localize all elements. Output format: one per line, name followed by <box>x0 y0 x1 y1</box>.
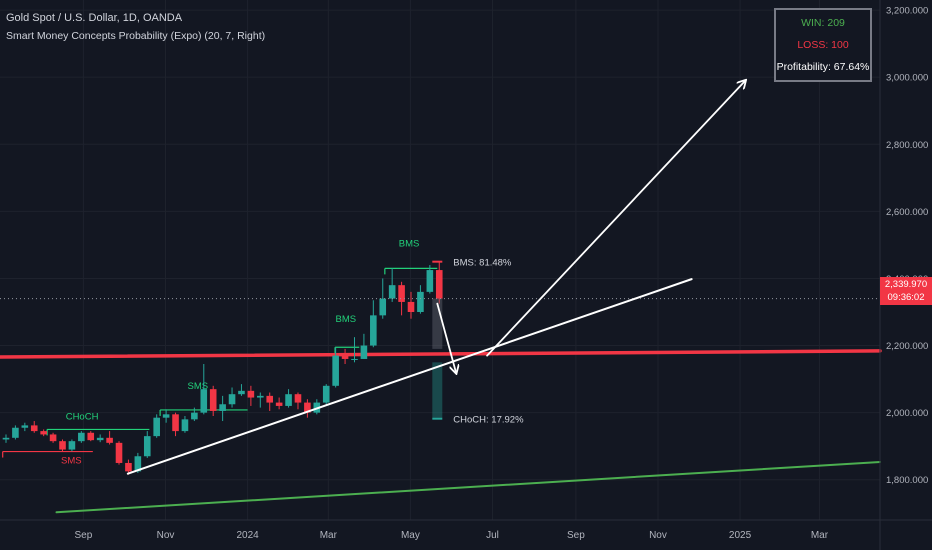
candle-body <box>285 394 292 406</box>
candle-body <box>78 432 85 442</box>
candle-body <box>435 270 443 299</box>
candle-body <box>2 437 10 440</box>
candle-body <box>379 298 387 316</box>
y-tick-label: 2,200.000 <box>886 341 928 352</box>
arrow-down-line <box>436 302 456 373</box>
structure-label: CHoCH <box>66 411 99 422</box>
candle-body <box>143 436 151 457</box>
projection-top-label: BMS: 81.48% <box>453 258 512 269</box>
candles <box>0 261 880 475</box>
probability-projection: BMS: 81.48% CHoCH: 17.92% <box>432 258 524 426</box>
candle-body <box>191 412 198 420</box>
x-tick-label: Nov <box>157 530 175 541</box>
structure-label: SMS <box>188 381 209 392</box>
x-tick-label: May <box>401 530 420 541</box>
win-count: WIN: 209 <box>801 17 845 29</box>
candle-body <box>247 390 255 398</box>
last-price-badge: 2,339.970 09:36:02 <box>880 277 932 305</box>
resistance-line <box>0 349 882 359</box>
x-tick-label: 2024 <box>236 530 259 541</box>
support-line <box>55 460 881 514</box>
candle-body <box>209 389 217 411</box>
candle-body <box>304 402 311 413</box>
candle-body <box>59 441 66 450</box>
last-price: 2,339.970 <box>884 279 928 290</box>
win-loss-stats-box: WIN: 209 LOSS: 100 Profitability: 67.64% <box>774 8 872 82</box>
candle-body <box>398 285 405 302</box>
candle-body <box>426 270 434 292</box>
loss-count: LOSS: 100 <box>797 39 849 51</box>
candle-body <box>181 419 189 432</box>
candle-body <box>49 434 57 442</box>
y-tick-label: 2,600.000 <box>886 207 928 218</box>
indicator-title[interactable]: Smart Money Concepts Probability (Expo) … <box>6 30 266 42</box>
chart-grid <box>0 0 880 520</box>
candle-body <box>115 442 123 463</box>
candle-body <box>30 425 38 432</box>
y-tick-label: 1,800.000 <box>886 475 928 486</box>
candle-body <box>12 427 19 438</box>
candle-body <box>266 395 274 403</box>
projection-bar-down <box>432 362 443 418</box>
candle-body <box>351 358 358 360</box>
candle-body <box>96 437 104 441</box>
candle-body <box>407 301 415 312</box>
trend-overlays <box>126 81 746 475</box>
candle-body <box>87 432 95 441</box>
candle-body <box>162 414 170 418</box>
x-tick-label: Sep <box>567 530 585 541</box>
candle-body <box>21 425 29 428</box>
x-tick-label: Nov <box>649 530 667 541</box>
y-tick-label: 2,000.000 <box>886 408 928 419</box>
y-tick-label: 3,000.000 <box>886 73 928 84</box>
structure-markers: SMS CHoCH SMS BMS BMS <box>2 239 438 467</box>
candle-body <box>219 404 226 411</box>
y-tick-label: 2,800.000 <box>886 140 928 151</box>
structure-label: BMS <box>399 239 420 250</box>
bar-countdown: 09:36:02 <box>887 292 925 303</box>
candle-body <box>370 315 377 346</box>
candle-body <box>106 437 113 443</box>
candle-body <box>68 441 76 450</box>
candle-body <box>341 355 349 359</box>
chart-overlay-lines <box>0 349 882 514</box>
trendline-line <box>126 278 693 475</box>
arrow-up-line <box>486 81 745 357</box>
candle-body <box>200 389 208 413</box>
candle-body <box>275 402 283 406</box>
x-tick-label: Mar <box>811 530 829 541</box>
candle-body <box>238 390 245 395</box>
structure-label: SMS <box>61 456 82 467</box>
candle-body <box>153 417 160 437</box>
x-tick-label: Mar <box>320 530 338 541</box>
y-tick-label: 3,200.000 <box>886 6 928 17</box>
candle-body <box>257 395 264 398</box>
candle-body <box>172 414 179 432</box>
projection-bar-up <box>432 298 443 349</box>
candle-body <box>125 462 132 472</box>
projection-bottom-label: CHoCH: 17.92% <box>453 415 524 426</box>
candle-body <box>388 285 396 299</box>
candle-body <box>228 394 236 405</box>
x-tick-label: Jul <box>486 530 499 541</box>
x-tick-label: 2025 <box>729 530 752 541</box>
candle-body <box>417 291 424 312</box>
candle-body <box>332 355 339 386</box>
symbol-title[interactable]: Gold Spot / U.S. Dollar, 1D, OANDA <box>6 12 183 24</box>
structure-label: BMS <box>336 314 357 325</box>
profitability: Profitability: 67.64% <box>776 61 870 73</box>
candle-body <box>40 431 47 435</box>
candle-body <box>360 345 368 359</box>
x-tick-label: Sep <box>75 530 93 541</box>
candle-body <box>294 394 302 403</box>
candle-body <box>134 456 142 472</box>
candle-body <box>322 385 330 403</box>
